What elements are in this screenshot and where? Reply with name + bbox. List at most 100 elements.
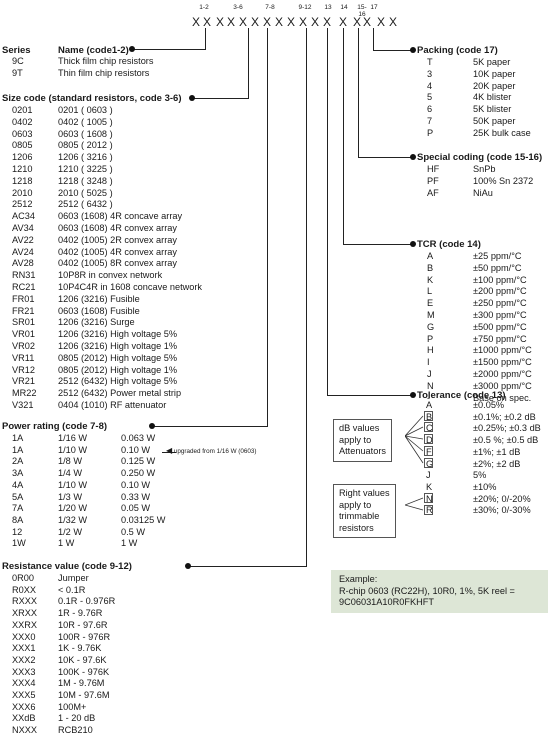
series-name: Thin film chip resistors	[58, 68, 150, 78]
power-decimal: 1 W	[121, 538, 138, 549]
db-note-line: apply to	[339, 434, 372, 445]
power-fraction: 1/16 W	[58, 433, 88, 443]
size-desc: 0402 (1005) 8R convex array	[58, 258, 177, 269]
code-digit: X	[362, 15, 371, 29]
tolerance-title: Tolerance (code 13)	[417, 390, 506, 401]
resistance-code: XXX0	[12, 631, 36, 642]
size-code: 2512	[12, 199, 33, 210]
code-digit: X	[238, 15, 247, 29]
size-code: FR21	[12, 305, 35, 316]
right-note-line: Right values	[339, 488, 390, 498]
example-code: 9C06031A10R0FKHFT	[339, 597, 434, 607]
packing-desc: 4K blister	[473, 92, 512, 103]
resistance-code: XXX1	[12, 643, 36, 654]
resistance-desc: 10R - 97.6R	[58, 619, 108, 630]
special-code: PF	[427, 175, 439, 186]
resistance-desc: 10M - 97.6M	[58, 690, 110, 700]
size-code: VR02	[12, 341, 35, 351]
power-decimal: 0.125 W	[121, 456, 156, 467]
resistance-desc: 1 - 20 dB	[58, 713, 96, 724]
power-code: 7A	[12, 503, 24, 514]
packing-code: 7	[427, 116, 433, 126]
tolerance-desc: ±1%; ±1 dB	[473, 446, 521, 457]
size-code: VR01	[12, 329, 35, 340]
tolerance-code: A	[426, 400, 433, 410]
size-desc: 2512 (6432) High voltage 5%	[58, 376, 178, 387]
resistance-desc: 0.1R - 0.976R	[58, 596, 116, 607]
power-code: 12	[12, 526, 23, 537]
tolerance-desc: ±0.05%	[473, 400, 505, 410]
packing-desc: 25K bulk case	[473, 127, 531, 138]
tolerance-desc: ±0.25%; ±0.3 dB	[473, 423, 541, 434]
tcr-desc: ±300 ppm/°C	[473, 310, 527, 320]
code-digit: X	[215, 15, 224, 29]
resistance-desc: 100K - 976K	[58, 666, 110, 677]
tolerance-desc: 5%	[473, 470, 487, 481]
code-digit: X	[262, 15, 271, 29]
code-digit: X	[250, 15, 259, 29]
right-note-line: trimmable	[339, 511, 380, 521]
resistance-desc: < 0.1R	[58, 584, 86, 595]
size-desc: 1206 (3216) High voltage 1%	[58, 341, 178, 351]
size-code: 0201	[12, 105, 33, 115]
size-desc: 0402 (1005) 2R convex array	[58, 234, 177, 245]
code-group-label: 14	[340, 4, 348, 11]
packing-desc: 10K paper	[473, 68, 516, 79]
power-code: 1W	[12, 538, 26, 549]
code-group-label: 1-2	[199, 4, 209, 11]
tolerance-code: G	[426, 458, 434, 469]
size-desc: 1210 ( 3225 )	[58, 164, 113, 174]
power-fraction: 1 W	[58, 538, 75, 549]
power-fraction: 1/10 W	[58, 479, 88, 490]
tcr-desc: ±1000 ppm/°C	[473, 345, 532, 356]
resistance-code: XXRX	[12, 619, 38, 630]
code-digit: X	[202, 15, 211, 29]
size-title: Size code (standard resistors, code 3-6)	[2, 93, 182, 104]
code-digit: X	[298, 15, 307, 29]
right-note-arrows	[405, 497, 424, 511]
size-code: 0402	[12, 116, 33, 127]
tcr-desc: ±50 ppm/°C	[473, 262, 522, 273]
size-desc: 1206 ( 3216 )	[58, 152, 113, 163]
size-desc: 0201 ( 0603 )	[58, 105, 113, 115]
tcr-desc: ±750 ppm/°C	[473, 333, 527, 344]
size-desc: 1206 (3216) Surge	[58, 317, 135, 328]
packing-code: 5	[427, 92, 433, 103]
tolerance-code: C	[426, 423, 433, 434]
tcr-code: E	[427, 298, 434, 309]
tolerance-code: N	[426, 493, 433, 504]
resistance-code: 0R00	[12, 573, 34, 583]
power-fraction: 1/20 W	[58, 503, 88, 514]
tolerance-code: K	[426, 481, 433, 492]
size-desc: 10P4C4R in 1608 concave network	[58, 282, 203, 292]
db-values-note: dB values apply to Attenuators	[333, 419, 392, 462]
resistance-desc: 100M+	[58, 701, 87, 712]
series-name: Thick film chip resistors	[58, 56, 154, 66]
size-code: RC21	[12, 282, 36, 292]
tcr-desc: ±3000 ppm/°C	[473, 380, 532, 391]
tcr-desc: ±2000 ppm/°C	[473, 369, 532, 379]
size-desc: 0805 ( 2012 )	[58, 140, 113, 151]
tcr-desc: ±1500 ppm/°C	[473, 357, 532, 368]
right-note-line: resistors	[339, 522, 374, 533]
resistance-code: XXX4	[12, 678, 36, 689]
power-decimal: 0.10 W	[121, 444, 151, 455]
power-decimal: 0.05 W	[121, 503, 151, 514]
example-line: R-chip 0603 (RC22H), 10R0, 1%, 5K reel =	[339, 585, 515, 596]
resistance-desc: 100R - 976R	[58, 631, 111, 642]
power-decimal: 0.10 W	[121, 479, 151, 490]
packing-code: 3	[427, 68, 433, 79]
arrow-left-icon: ◀	[166, 446, 173, 455]
db-note-line: Attenuators	[339, 446, 386, 456]
packing-title: Packing (code 17)	[417, 45, 498, 56]
size-desc: 0404 (1010) RF attenuator	[58, 400, 167, 410]
power-decimal: 0.063 W	[121, 433, 156, 443]
code-digit: X	[310, 15, 319, 29]
power-code: 1A	[12, 433, 24, 443]
packing-desc: 20K paper	[473, 80, 516, 91]
tolerance-desc: ±30%; 0/-30%	[473, 505, 531, 516]
example-heading: Example:	[339, 574, 378, 584]
tcr-desc: ±100 ppm/°C	[473, 274, 527, 285]
right-values-note: Right values apply to trimmable resistor…	[333, 484, 396, 538]
power-fraction: 1/2 W	[58, 526, 82, 537]
